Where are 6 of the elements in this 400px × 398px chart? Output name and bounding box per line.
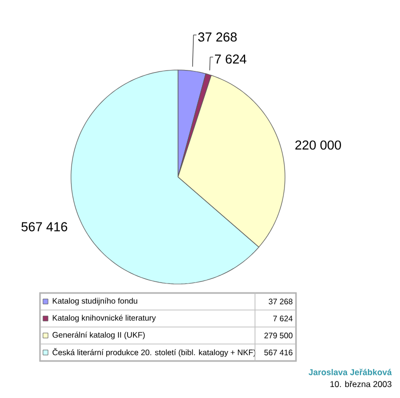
text: 220 000 [295, 140, 341, 150]
text: 10. března 2003 [330, 380, 392, 388]
text: Jaroslava Jeřábková [308, 368, 392, 376]
text: 567 416 [21, 222, 68, 232]
text: 7 624 [214, 54, 246, 64]
text: 37 268 [198, 32, 237, 42]
